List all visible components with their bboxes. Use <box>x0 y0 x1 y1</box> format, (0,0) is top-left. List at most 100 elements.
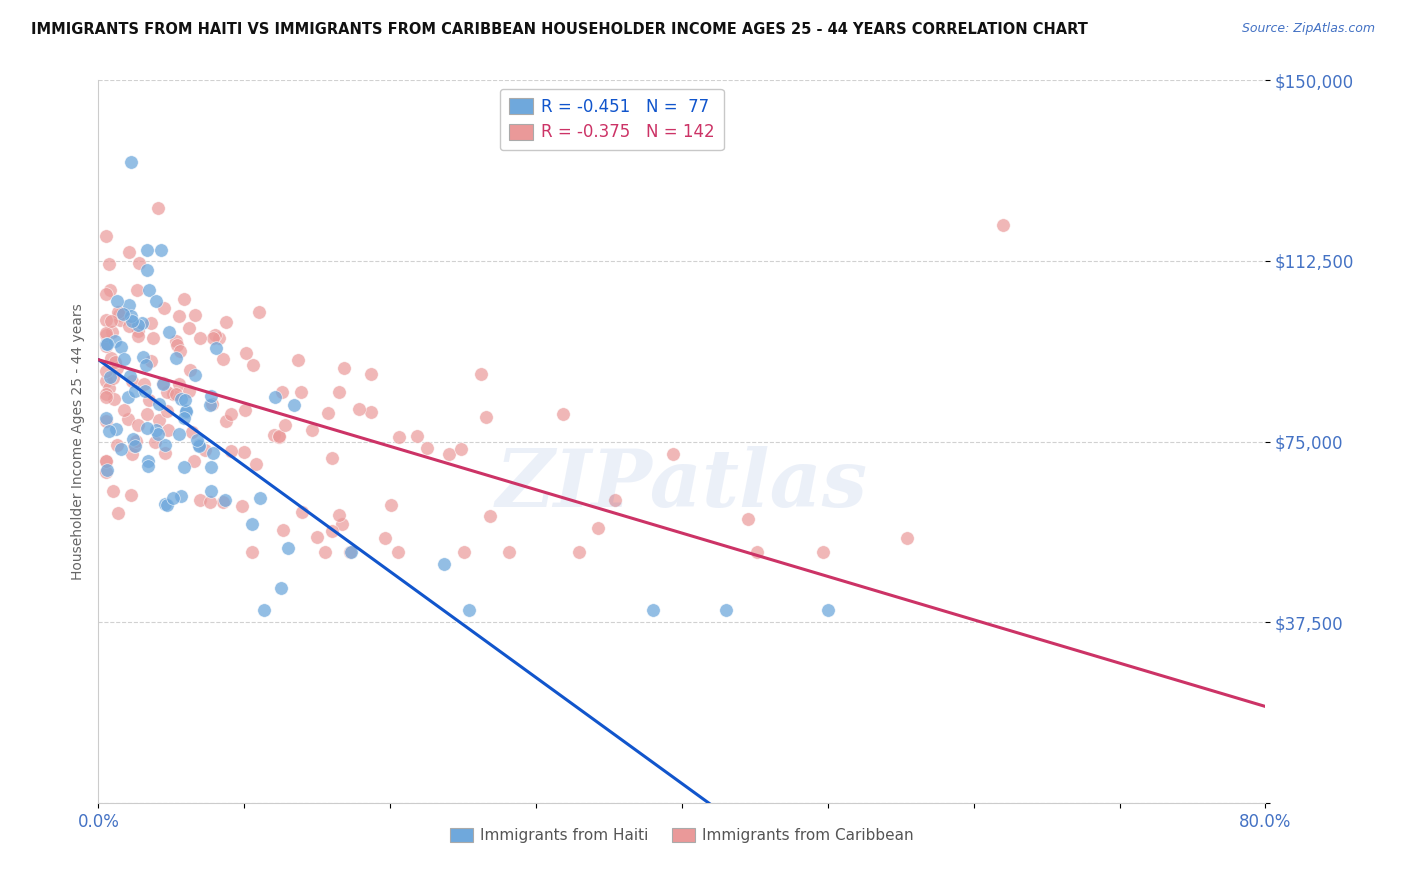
Point <box>263 428 285 442</box>
Point <box>156 384 179 399</box>
Point <box>97 257 120 271</box>
Point <box>138 283 160 297</box>
Point <box>240 545 263 559</box>
Point <box>439 447 461 461</box>
Point <box>817 603 839 617</box>
Point <box>714 603 737 617</box>
Point <box>270 581 292 595</box>
Point <box>173 410 195 425</box>
Point <box>117 390 139 404</box>
Point <box>314 545 336 559</box>
Point <box>333 361 356 376</box>
Point <box>219 444 242 458</box>
Point <box>105 422 128 436</box>
Point <box>586 520 609 534</box>
Point <box>107 360 129 375</box>
Point <box>127 318 149 332</box>
Point <box>121 314 143 328</box>
Point <box>498 545 520 559</box>
Point <box>139 353 162 368</box>
Point <box>406 429 429 443</box>
Point <box>145 293 167 308</box>
Point <box>321 450 343 465</box>
Point <box>339 545 361 559</box>
Point <box>112 402 135 417</box>
Point <box>118 319 141 334</box>
Point <box>94 229 117 244</box>
Point <box>235 346 257 360</box>
Point <box>551 407 574 421</box>
Point <box>94 374 117 388</box>
Point <box>162 387 184 401</box>
Point <box>233 402 256 417</box>
Point <box>180 425 202 439</box>
Point <box>165 334 187 348</box>
Point <box>360 368 382 382</box>
Point <box>186 433 208 447</box>
Point <box>249 491 271 505</box>
Point <box>737 511 759 525</box>
Point <box>135 407 157 421</box>
Point <box>568 545 591 559</box>
Point <box>242 358 264 372</box>
Point <box>200 460 222 475</box>
Point <box>94 465 117 479</box>
Point <box>253 603 276 617</box>
Point <box>991 218 1014 232</box>
Point <box>153 446 176 460</box>
Point <box>321 524 343 538</box>
Point <box>139 316 162 330</box>
Point <box>120 488 142 502</box>
Point <box>200 483 222 498</box>
Point <box>200 389 222 403</box>
Point <box>388 430 411 444</box>
Point <box>94 326 117 340</box>
Point <box>662 447 685 461</box>
Point <box>249 304 271 318</box>
Point <box>153 301 176 315</box>
Point <box>208 331 231 345</box>
Point <box>146 427 169 442</box>
Point <box>134 384 156 398</box>
Point <box>94 411 117 425</box>
Point <box>374 531 396 545</box>
Point <box>603 492 626 507</box>
Point <box>104 334 127 348</box>
Point <box>328 384 350 399</box>
Point <box>96 337 118 351</box>
Point <box>316 406 339 420</box>
Point <box>142 331 165 345</box>
Point <box>165 386 187 401</box>
Point <box>201 331 224 345</box>
Point <box>98 369 121 384</box>
Point <box>212 495 235 509</box>
Point <box>94 387 117 401</box>
Point <box>641 603 664 617</box>
Point <box>94 364 117 378</box>
Point <box>110 442 132 456</box>
Point <box>94 414 117 428</box>
Point <box>360 405 382 419</box>
Point <box>149 244 172 258</box>
Point <box>121 447 143 461</box>
Point <box>188 438 211 452</box>
Point <box>125 283 148 297</box>
Text: Source: ZipAtlas.com: Source: ZipAtlas.com <box>1241 22 1375 36</box>
Point <box>108 313 131 327</box>
Point <box>101 325 124 339</box>
Point <box>148 396 170 410</box>
Point <box>167 376 190 391</box>
Point <box>156 423 179 437</box>
Point <box>188 330 211 344</box>
Point <box>173 292 195 306</box>
Point <box>416 441 439 455</box>
Point <box>117 244 139 259</box>
Point <box>169 427 191 442</box>
Point <box>291 505 314 519</box>
Point <box>162 491 184 505</box>
Point <box>173 392 195 407</box>
Point <box>132 377 155 392</box>
Point <box>136 459 159 474</box>
Point <box>176 404 198 418</box>
Point <box>152 376 174 391</box>
